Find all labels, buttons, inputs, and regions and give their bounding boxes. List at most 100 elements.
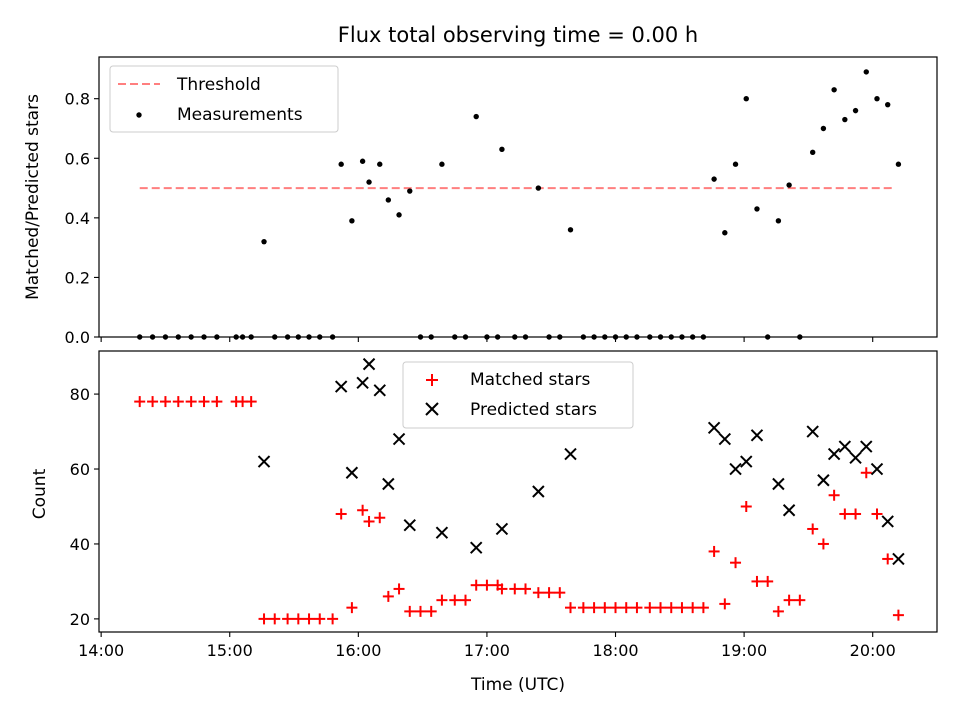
predicted-star-point xyxy=(718,432,732,446)
measurement-point xyxy=(786,182,792,188)
y-tick-label: 0.4 xyxy=(65,209,90,228)
matched-star-point xyxy=(751,575,763,587)
measurement-point xyxy=(359,158,366,164)
matched-star-point xyxy=(314,613,326,625)
matched-star-point xyxy=(269,613,281,625)
measurement-point xyxy=(657,334,664,340)
predicted-star-point xyxy=(750,429,764,442)
measurement-point xyxy=(428,334,434,340)
x-tick-label: 19:00 xyxy=(721,641,767,660)
x-tick-label: 18:00 xyxy=(592,641,638,660)
measurement-point xyxy=(338,161,344,167)
measurement-point xyxy=(722,230,728,236)
measurement-point xyxy=(272,334,278,340)
predicted-star-point xyxy=(707,421,721,435)
measurement-point xyxy=(895,161,902,167)
matched-star-point xyxy=(719,598,731,610)
measurement-point xyxy=(499,146,505,153)
measurement-point xyxy=(885,101,891,108)
predicted-star-point xyxy=(729,462,742,476)
x-tick-label: 15:00 xyxy=(207,641,253,660)
predicted-star-point xyxy=(860,440,873,453)
matched-star-point xyxy=(470,579,482,591)
predicted-star-point xyxy=(345,466,359,479)
predicted-star-point xyxy=(740,455,753,468)
matched-star-point xyxy=(543,587,555,599)
measurement-point xyxy=(284,334,291,340)
matched-star-point xyxy=(404,605,416,617)
matched-star-point xyxy=(172,396,184,408)
matched-star-point xyxy=(610,602,622,614)
measurement-point xyxy=(711,176,717,182)
predicted-star-point xyxy=(362,357,376,371)
y-tick-label: 20 xyxy=(70,610,90,629)
matched-star-point xyxy=(565,602,577,614)
x-tick-label: 16:00 xyxy=(335,641,381,660)
matched-star-point xyxy=(327,613,339,625)
measurement-point xyxy=(522,334,529,340)
measurement-point xyxy=(214,334,220,340)
matched-star-point xyxy=(772,605,784,617)
predicted-star-point xyxy=(356,376,369,390)
measurement-point xyxy=(462,334,469,340)
y-tick-label: 0.0 xyxy=(65,328,90,347)
measurement-point xyxy=(473,113,479,120)
measurement-point xyxy=(612,334,619,340)
legend-measurements-label: Measurements xyxy=(177,105,303,125)
bottom-legend: Matched stars Predicted stars xyxy=(402,361,634,429)
predicted-star-point xyxy=(392,432,406,446)
predicted-star-point xyxy=(435,526,449,539)
measurement-point xyxy=(317,334,323,340)
legend-matched-label: Matched stars xyxy=(470,370,590,390)
matched-star-point xyxy=(860,467,872,479)
measurement-point xyxy=(407,188,413,194)
measurement-point xyxy=(295,334,302,340)
matched-star-point xyxy=(211,396,223,408)
matched-star-point xyxy=(436,594,448,606)
predicted-star-point xyxy=(532,485,545,498)
predicted-star-point xyxy=(772,477,785,491)
predicted-star-point xyxy=(870,462,884,476)
predicted-star-point xyxy=(382,477,395,491)
matched-star-point xyxy=(676,602,688,614)
y-tick-label: 40 xyxy=(70,535,90,554)
measurement-point xyxy=(591,334,597,340)
measurement-point xyxy=(306,334,312,340)
predicted-star-point xyxy=(838,440,852,453)
bottom-panel: 14:00 15:00 16:00 17:00 18:00 19:00 20:00 20 40 6… xyxy=(30,350,938,695)
measurement-point xyxy=(842,116,848,123)
matched-star-point xyxy=(346,602,358,614)
matched-star-point xyxy=(245,396,257,408)
predicted-star-point xyxy=(403,519,416,532)
matched-star-point xyxy=(730,557,742,569)
matched-star-point xyxy=(335,508,347,520)
matched-star-point xyxy=(794,594,806,606)
measurement-point xyxy=(149,334,156,340)
measurement-point xyxy=(329,334,336,340)
predicted-star-point xyxy=(849,451,862,464)
matched-star-point xyxy=(554,587,566,599)
measurement-point xyxy=(679,334,685,340)
matched-star-point xyxy=(292,613,304,625)
matched-star-point xyxy=(449,594,461,606)
y-tick-label: 0.8 xyxy=(65,90,90,109)
measurement-point xyxy=(239,334,246,340)
measurement-point xyxy=(754,206,760,212)
measurement-point xyxy=(557,334,563,340)
bottom-plot-frame xyxy=(98,350,938,633)
predicted-star-point xyxy=(564,447,577,461)
predicted-star-point xyxy=(806,425,819,438)
matched-star-point xyxy=(871,508,883,520)
measurement-point xyxy=(634,334,640,340)
matched-star-point xyxy=(599,602,611,614)
matched-star-point xyxy=(807,523,819,535)
bottom-legend-box xyxy=(402,361,634,429)
measurement-point xyxy=(494,334,501,340)
matched-star-point xyxy=(892,609,904,621)
measurement-point xyxy=(417,334,424,340)
bottom-axis-ticks: 14:00 15:00 16:00 17:00 18:00 19:00 20:00 20 40 6… xyxy=(70,385,896,660)
measurement-point xyxy=(366,179,372,185)
matched-star-point xyxy=(577,602,589,614)
measurement-point xyxy=(852,107,859,114)
